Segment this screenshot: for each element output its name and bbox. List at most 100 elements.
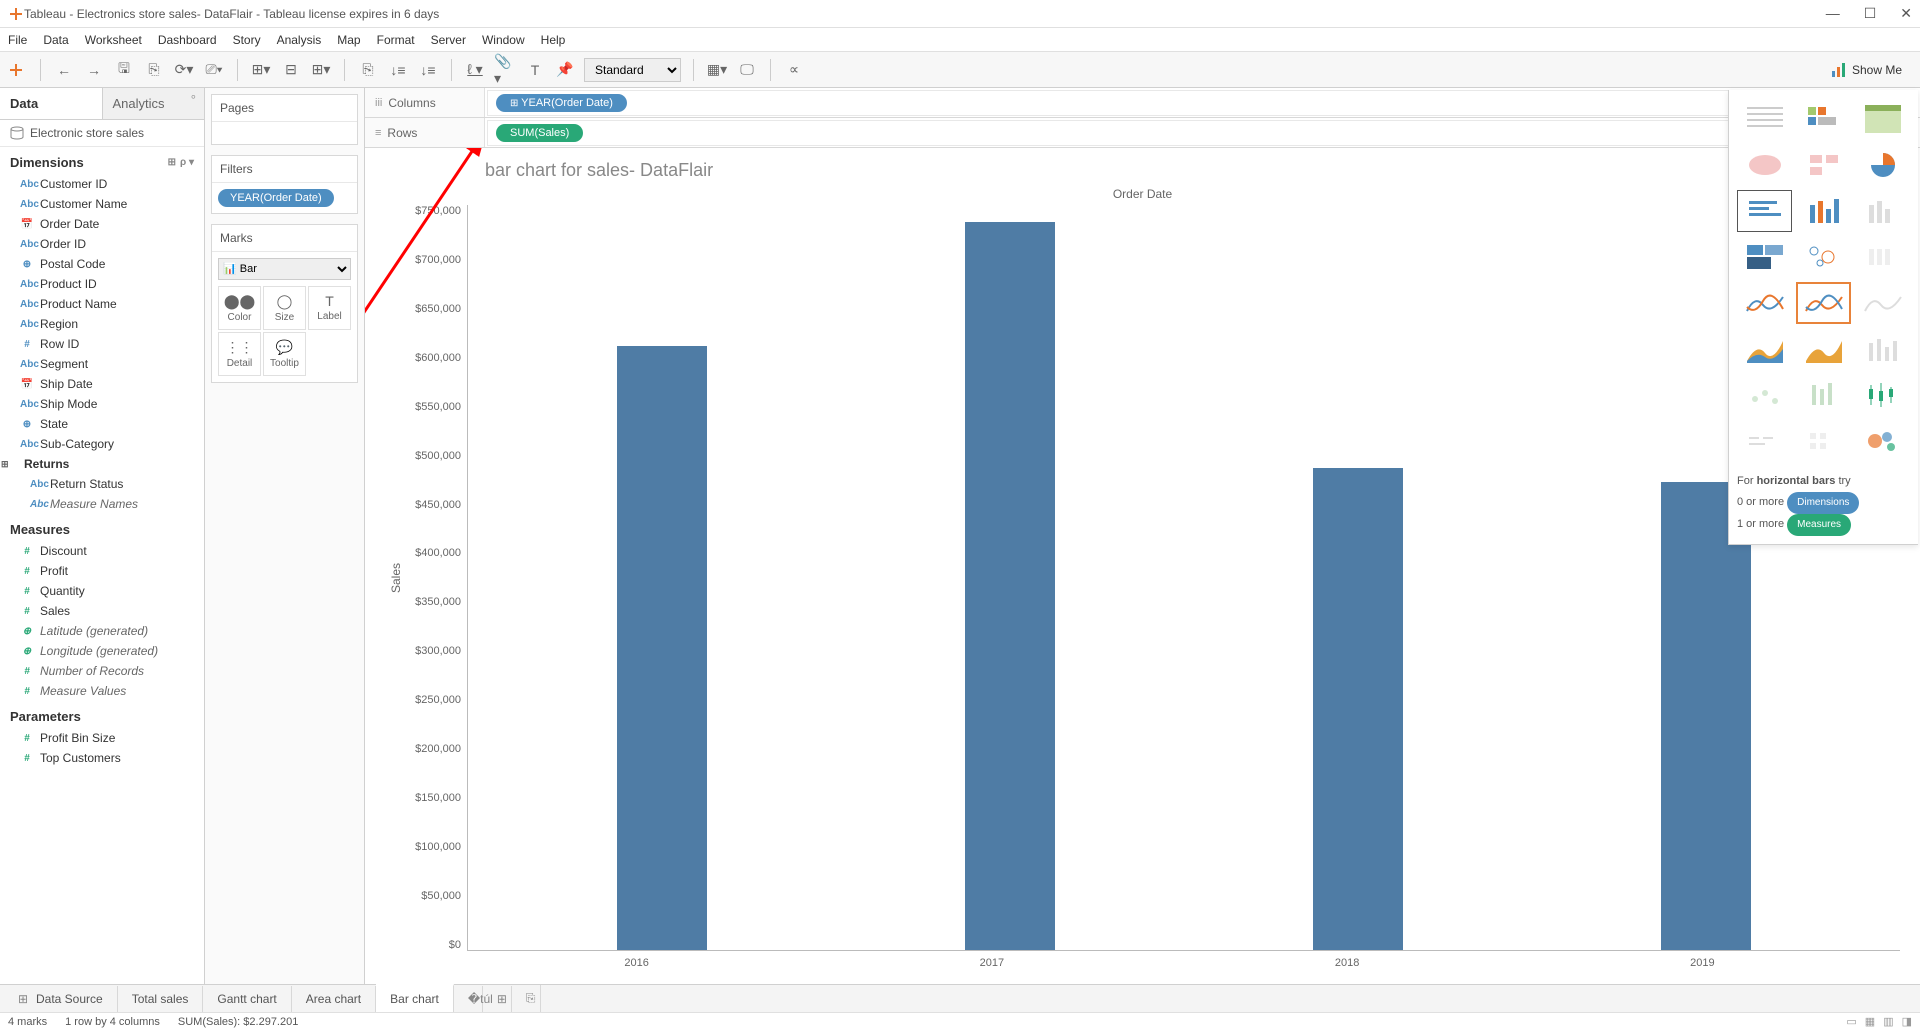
menu-file[interactable]: File <box>8 33 27 47</box>
bar-2017[interactable] <box>965 222 1055 950</box>
showme-chart-3[interactable] <box>1737 144 1792 186</box>
menu-dashboard[interactable]: Dashboard <box>158 33 217 47</box>
sort-button[interactable]: ↓≡ <box>387 59 409 81</box>
menu-data[interactable]: Data <box>43 33 68 47</box>
new-dashboard-button[interactable]: ⊞ <box>483 986 512 1012</box>
showme-chart-0[interactable] <box>1737 98 1792 140</box>
chart-plot[interactable] <box>467 205 1900 951</box>
field-top-customers[interactable]: #Top Customers <box>0 748 204 768</box>
showme-chart-17[interactable] <box>1855 328 1910 370</box>
field-sub-category[interactable]: AbcSub-Category <box>0 434 204 454</box>
bar-2018[interactable] <box>1313 468 1403 950</box>
showme-chart-18[interactable] <box>1737 374 1792 416</box>
sort-asc-button[interactable]: ⊟ <box>280 59 302 81</box>
field-number-of-records[interactable]: #Number of Records <box>0 661 204 681</box>
menu-worksheet[interactable]: Worksheet <box>85 33 142 47</box>
showme-chart-7[interactable] <box>1796 190 1851 232</box>
undo-button[interactable]: ← <box>53 59 75 81</box>
showme-chart-6[interactable] <box>1737 190 1792 232</box>
show-me-button[interactable]: Show Me <box>1822 59 1912 81</box>
data-source-tab[interactable]: ⊞Data Source <box>0 986 118 1012</box>
showme-chart-8[interactable] <box>1855 190 1910 232</box>
chart-title[interactable]: bar chart for sales- DataFlair <box>485 160 1900 181</box>
field-state[interactable]: ⊕State <box>0 414 204 434</box>
field-quantity[interactable]: #Quantity <box>0 581 204 601</box>
field-return-status[interactable]: AbcReturn Status <box>0 474 204 494</box>
highlight-button[interactable]: ℓ ▾ <box>464 59 486 81</box>
menu-window[interactable]: Window <box>482 33 525 47</box>
field-discount[interactable]: #Discount <box>0 541 204 561</box>
redo-button[interactable]: → <box>83 59 105 81</box>
field-order-date[interactable]: 📅Order Date <box>0 214 204 234</box>
sheet-tab-area-chart[interactable]: Area chart <box>292 986 376 1012</box>
field-measure-values[interactable]: #Measure Values <box>0 681 204 701</box>
show-cards-button[interactable]: ▦▾ <box>706 59 728 81</box>
showme-chart-1[interactable] <box>1796 98 1851 140</box>
sort-desc-button[interactable]: ⊞▾ <box>310 59 332 81</box>
new-sheet-button[interactable]: �túl <box>454 986 483 1012</box>
showme-chart-20[interactable] <box>1855 374 1910 416</box>
field-customer-name[interactable]: AbcCustomer Name <box>0 194 204 214</box>
sheet-tab-bar-chart[interactable]: Bar chart <box>376 984 454 1012</box>
field-sales[interactable]: #Sales <box>0 601 204 621</box>
sheet-tab-gantt-chart[interactable]: Gantt chart <box>203 986 291 1012</box>
pages-card[interactable]: Pages <box>211 94 358 145</box>
sheet-tab-total-sales[interactable]: Total sales <box>118 986 204 1012</box>
bar-2016[interactable] <box>617 346 707 950</box>
label-button[interactable]: T <box>524 59 546 81</box>
showme-chart-13[interactable] <box>1796 282 1851 324</box>
showme-chart-4[interactable] <box>1796 144 1851 186</box>
field-profit-bin-size[interactable]: #Profit Bin Size <box>0 728 204 748</box>
data-tab[interactable]: Data <box>0 88 102 119</box>
sort2-button[interactable]: ↓≡ <box>417 59 439 81</box>
maximize-button[interactable]: ☐ <box>1864 5 1877 22</box>
field-longitude-(generated)[interactable]: ⊕Longitude (generated) <box>0 641 204 661</box>
showme-chart-5[interactable] <box>1855 144 1910 186</box>
bar-2019[interactable] <box>1661 482 1751 950</box>
showme-chart-19[interactable] <box>1796 374 1851 416</box>
menu-help[interactable]: Help <box>541 33 566 47</box>
analytics-tab[interactable]: Analytics <box>102 88 205 119</box>
marks-tooltip[interactable]: 💬Tooltip <box>263 332 306 376</box>
field-postal-code[interactable]: ⊕Postal Code <box>0 254 204 274</box>
save-button[interactable]: 🖫 <box>113 59 135 81</box>
menu-map[interactable]: Map <box>337 33 360 47</box>
filter-pill[interactable]: YEAR(Order Date) <box>218 189 334 207</box>
showme-chart-2[interactable] <box>1855 98 1910 140</box>
field-row-id[interactable]: #Row ID <box>0 334 204 354</box>
field-ship-date[interactable]: 📅Ship Date <box>0 374 204 394</box>
field-region[interactable]: AbcRegion <box>0 314 204 334</box>
marks-color[interactable]: ⬤⬤Color <box>218 286 261 330</box>
swap-button[interactable]: ⊞▾ <box>250 59 272 81</box>
returns-group[interactable]: ▾ ⊞Returns <box>0 454 204 474</box>
menu-analysis[interactable]: Analysis <box>277 33 322 47</box>
showme-chart-11[interactable] <box>1855 236 1910 278</box>
marks-size[interactable]: ◯Size <box>263 286 306 330</box>
tableau-start-icon[interactable] <box>8 62 24 78</box>
pause-updates-button[interactable]: ⟳▾ <box>173 59 195 81</box>
showme-chart-22[interactable] <box>1796 420 1851 462</box>
showme-chart-16[interactable] <box>1796 328 1851 370</box>
group-button[interactable]: ⎘ <box>357 59 379 81</box>
field-order-id[interactable]: AbcOrder ID <box>0 234 204 254</box>
minimize-button[interactable]: — <box>1826 5 1840 22</box>
columns-shelf[interactable]: YEAR(Order Date) <box>487 90 1918 116</box>
showme-chart-23[interactable] <box>1855 420 1910 462</box>
field-segment[interactable]: AbcSegment <box>0 354 204 374</box>
showme-chart-12[interactable] <box>1737 282 1792 324</box>
field-latitude-(generated)[interactable]: ⊕Latitude (generated) <box>0 621 204 641</box>
showme-chart-10[interactable] <box>1796 236 1851 278</box>
filters-card[interactable]: Filters YEAR(Order Date) <box>211 155 358 214</box>
field-product-id[interactable]: AbcProduct ID <box>0 274 204 294</box>
new-worksheet-button[interactable]: ⎚▾ <box>203 59 225 81</box>
close-button[interactable]: ✕ <box>1900 5 1912 22</box>
field-customer-id[interactable]: AbcCustomer ID <box>0 174 204 194</box>
marks-type-select[interactable]: 📊 Bar <box>218 258 351 280</box>
menu-story[interactable]: Story <box>233 33 261 47</box>
pin-button[interactable]: 📎▾ <box>494 59 516 81</box>
presentation-button[interactable]: 🖵 <box>736 59 758 81</box>
columns-pill[interactable]: YEAR(Order Date) <box>496 94 627 112</box>
fit-select[interactable]: Standard <box>584 58 681 82</box>
field-measure-names[interactable]: AbcMeasure Names <box>0 494 204 514</box>
showme-chart-15[interactable] <box>1737 328 1792 370</box>
